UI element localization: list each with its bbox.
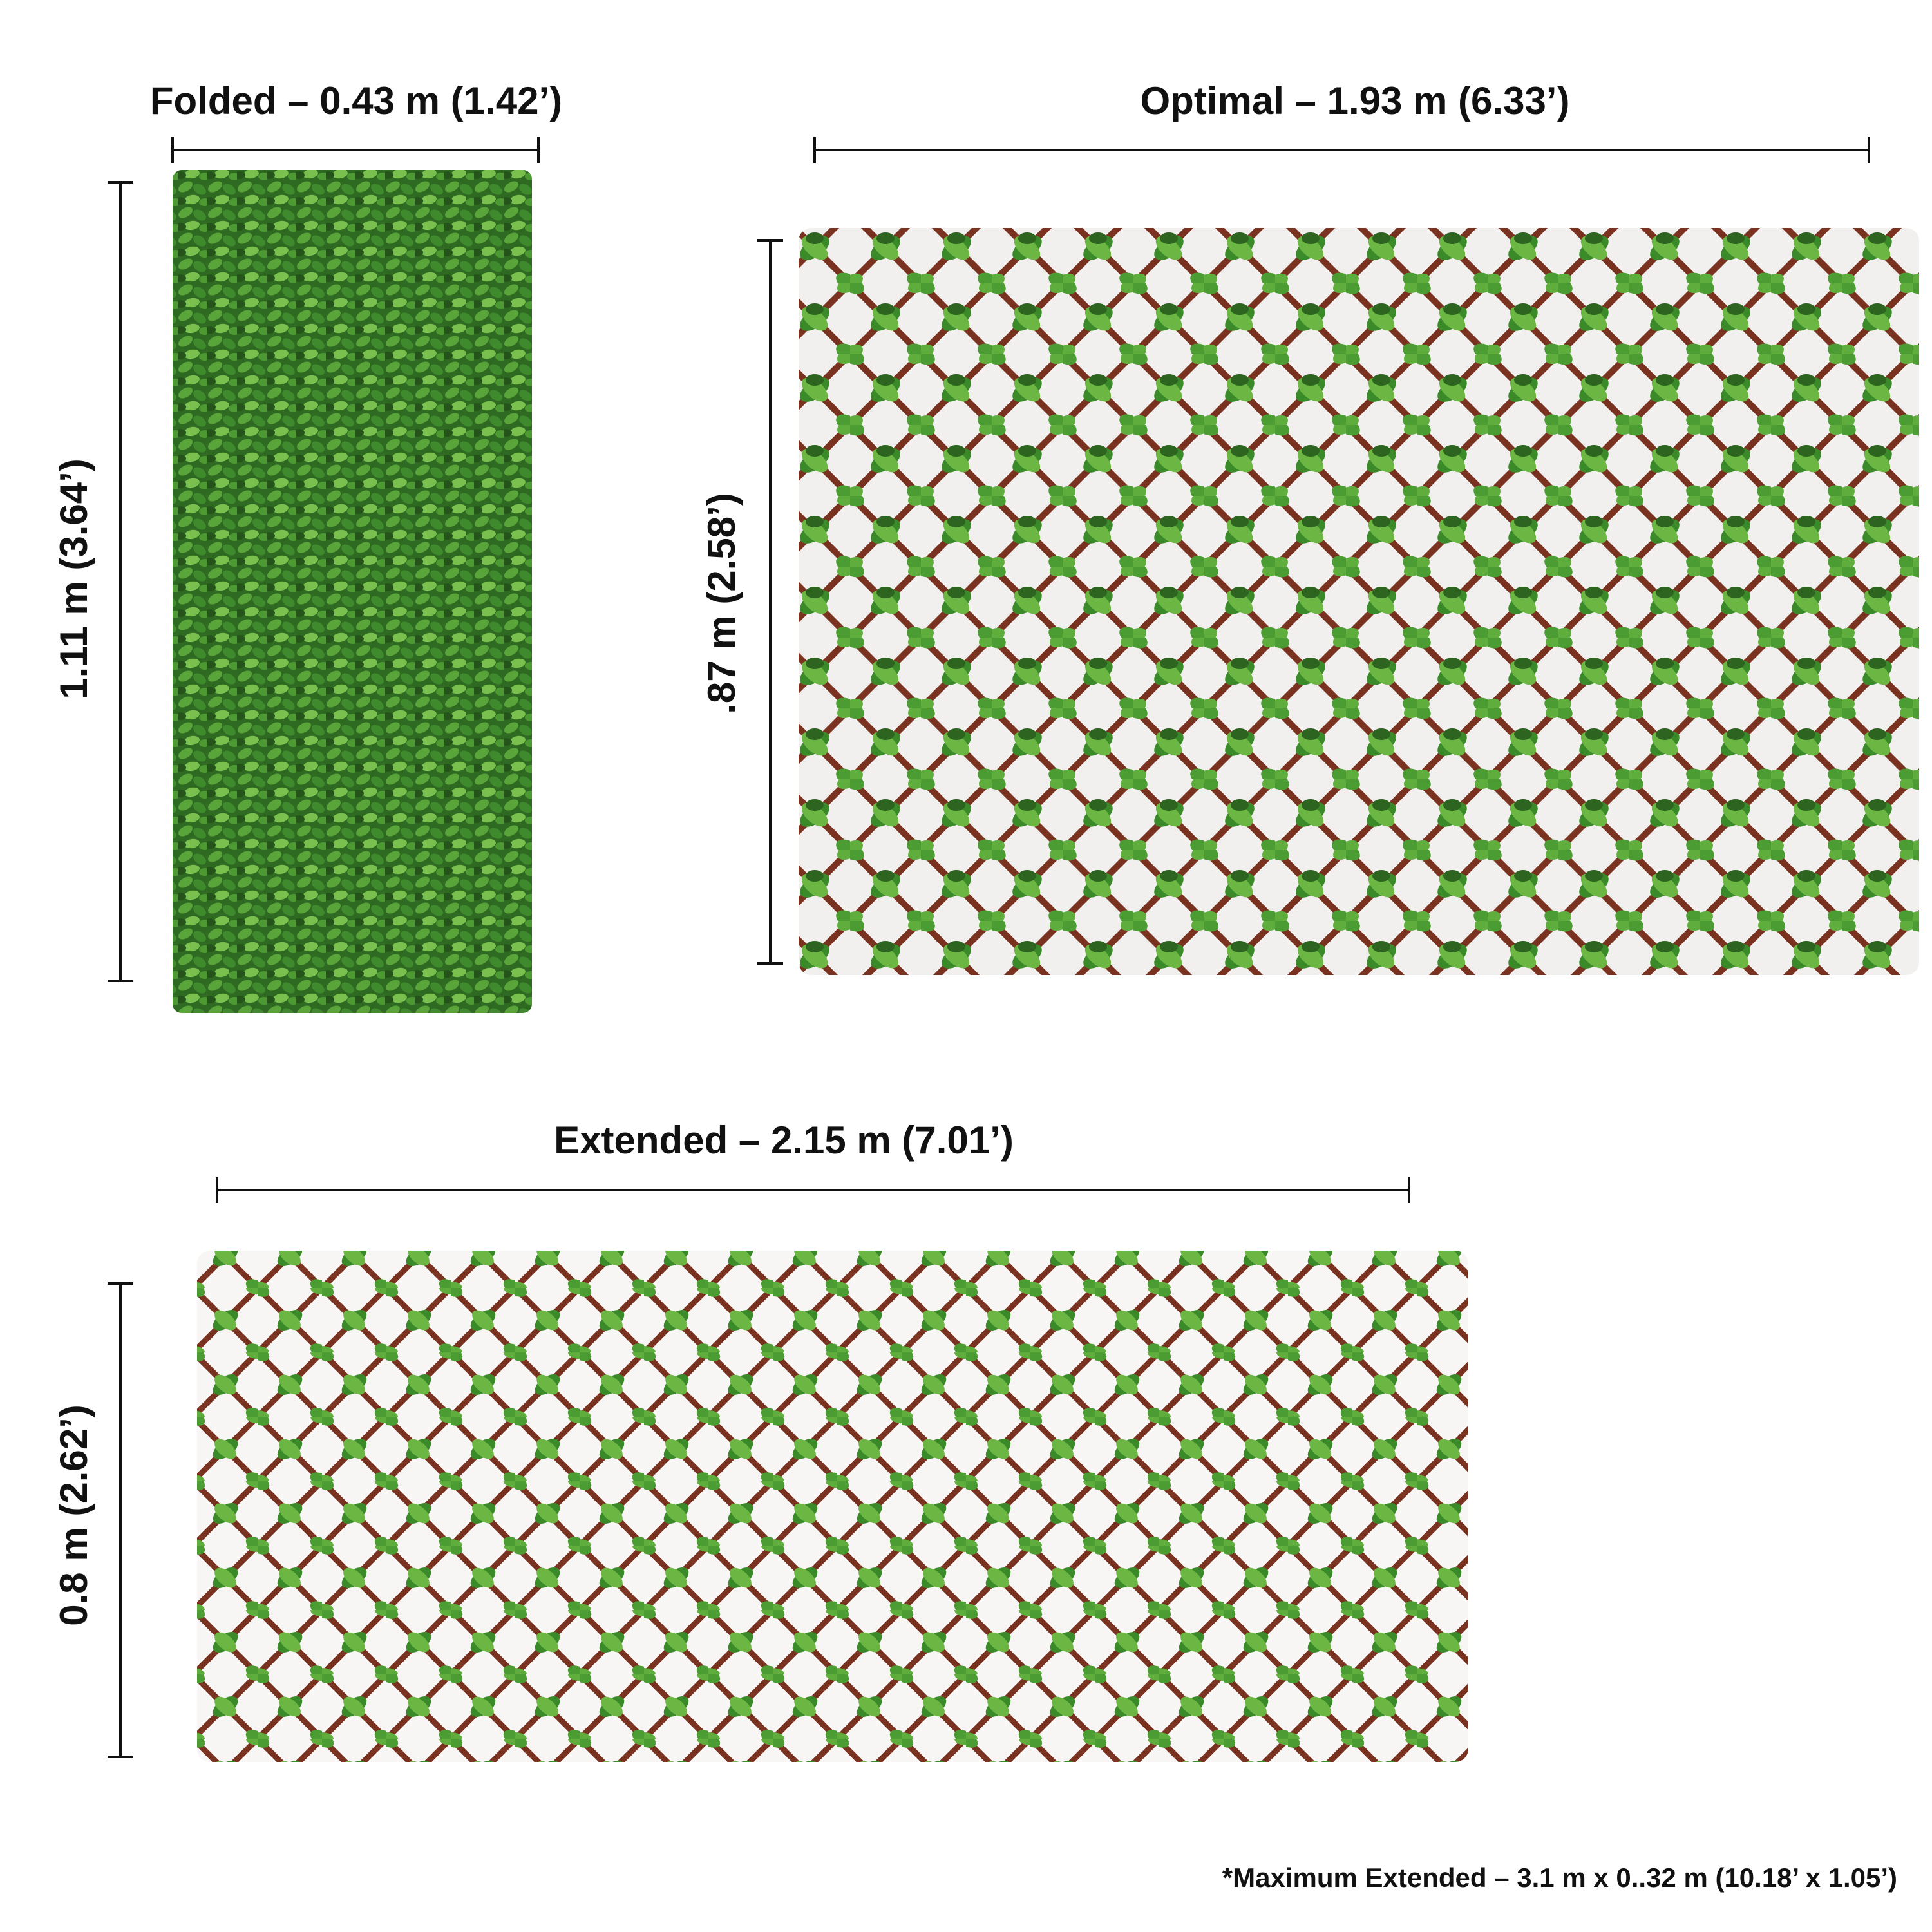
width-bracket [813,137,1870,163]
width-bracket [171,137,540,163]
optimal-panel-image [799,228,1919,975]
height-bracket [108,181,133,982]
optimal-width-label: Optimal – 1.93 m (6.33’) [1141,79,1570,122]
extended-width-label: Extended – 2.15 m (7.01’) [554,1119,1014,1162]
optimal-height-label: .87 m (2.58’) [700,493,743,714]
height-bracket [108,1282,133,1758]
height-bracket [757,239,783,965]
extended-height-label: 0.8 m (2.62’) [52,1405,95,1626]
width-bracket [216,1177,1410,1203]
footnote: *Maximum Extended – 3.1 m x 0..32 m (10.… [1222,1862,1897,1893]
folded-height-label: 1.11 m (3.64’) [52,459,95,699]
folded-width-label: Folded – 0.43 m (1.42’) [150,79,562,122]
extended-panel-image [197,1251,1468,1762]
folded-panel-image [173,170,532,1013]
